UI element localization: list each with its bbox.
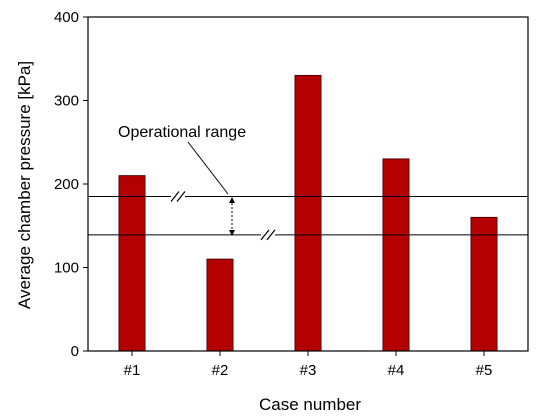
- x-tick-label: #1: [124, 362, 141, 379]
- break-marks: [170, 191, 276, 241]
- x-tick-label: #4: [388, 362, 405, 379]
- y-tick-label: 0: [71, 343, 79, 360]
- bar-2: [206, 258, 234, 352]
- bar-1: [118, 175, 146, 352]
- y-tick-label: 300: [54, 93, 79, 110]
- x-axis-title: Case number: [259, 395, 361, 414]
- x-ticks: #1 #2 #3 #4 #5: [124, 351, 493, 379]
- x-tick-label: #2: [212, 362, 229, 379]
- y-ticks: 0 100 200 300 400: [54, 9, 88, 360]
- y-tick-label: 100: [54, 260, 79, 277]
- y-tick-label: 200: [54, 176, 79, 193]
- bar-4: [382, 158, 410, 352]
- reference-lines: [88, 196, 528, 236]
- bar-3: [294, 74, 322, 352]
- break-mark: [176, 191, 186, 202]
- x-tick-label: #3: [300, 362, 317, 379]
- bars: [118, 74, 498, 352]
- annotation-text: Operational range: [118, 124, 246, 141]
- bar-5: [470, 216, 498, 352]
- x-tick-label: #5: [476, 362, 493, 379]
- annotation: Operational range: [118, 124, 246, 236]
- range-arrow-head-bottom: [229, 230, 235, 236]
- break-gap: [171, 193, 185, 200]
- y-axis-title: Average chamber pressure [kPa]: [15, 61, 34, 309]
- range-arrow-head-top: [229, 197, 235, 203]
- break-mark: [260, 229, 270, 241]
- break-mark: [170, 191, 180, 202]
- break-mark: [266, 229, 276, 241]
- annotation-pointer: [187, 141, 229, 195]
- y-tick-label: 400: [54, 9, 79, 26]
- break-gap: [261, 231, 275, 238]
